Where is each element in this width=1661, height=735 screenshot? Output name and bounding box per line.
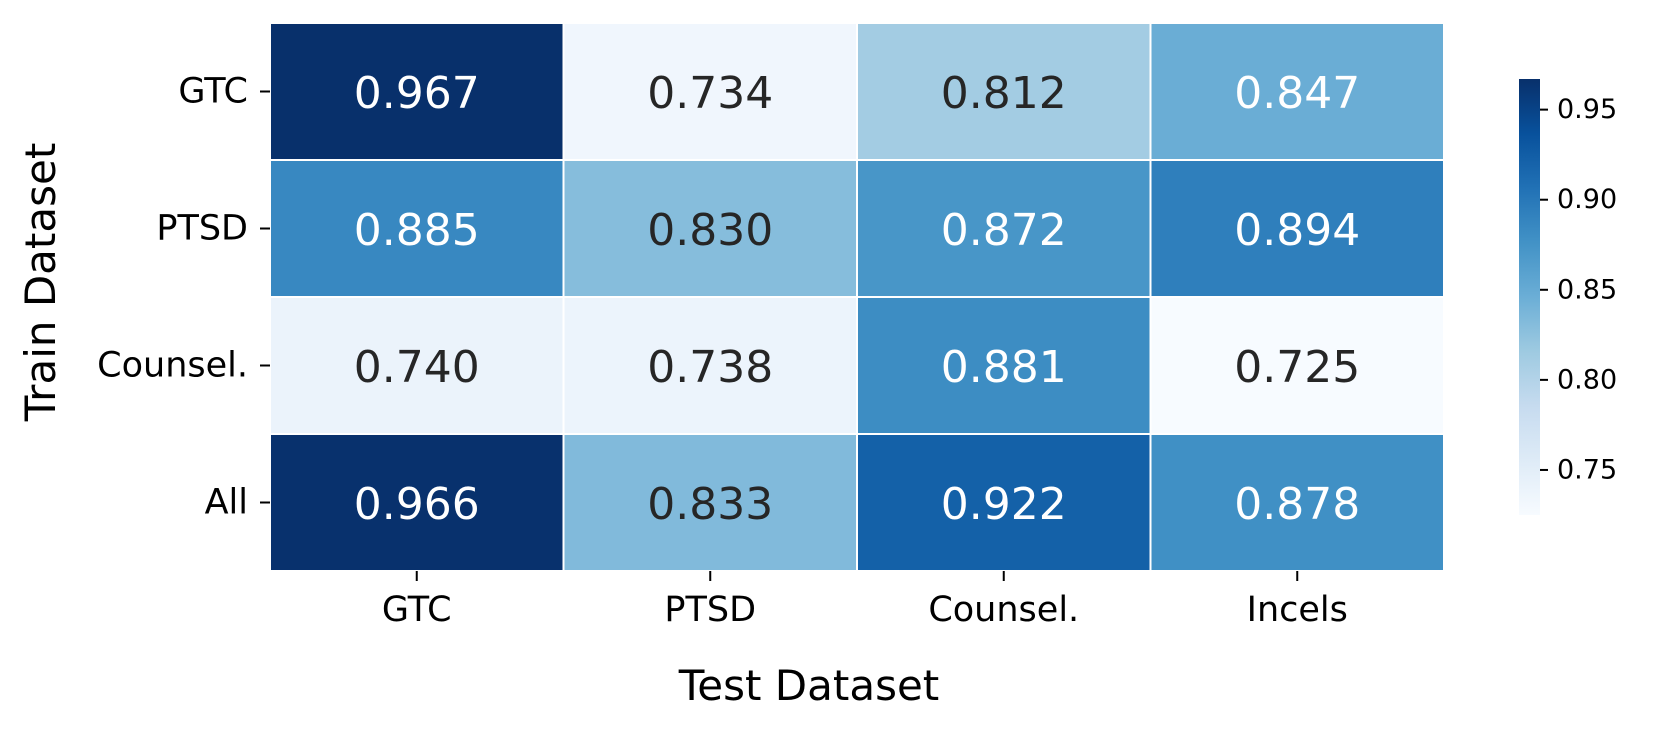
- x-tick-label: Incels: [1247, 590, 1348, 630]
- heatmap-cell: [1149, 159, 1445, 298]
- cell-value-label: 0.740: [354, 342, 480, 393]
- colorbar-tick-label: 0.85: [1557, 274, 1617, 305]
- heatmap-cell: [269, 22, 565, 161]
- colorbar-tick-label: 0.80: [1557, 364, 1617, 395]
- cell-value-label: 0.847: [1234, 68, 1360, 119]
- heatmap-cell: [562, 433, 858, 572]
- cell-value-label: 0.966: [354, 479, 480, 530]
- heatmap-cell: [1149, 22, 1445, 161]
- y-axis-title: Train Dataset: [16, 143, 65, 423]
- cell-value-label: 0.738: [647, 342, 773, 393]
- cell-value-label: 0.725: [1234, 342, 1360, 393]
- cell-value-label: 0.734: [647, 68, 773, 119]
- colorbar: 0.75 0.80 0.85 0.90 0.95: [1519, 79, 1617, 515]
- heatmap-cell: [856, 433, 1152, 572]
- heatmap-cell: [269, 159, 565, 298]
- colorbar-tick-label: 0.95: [1557, 94, 1617, 125]
- y-tick-label: All: [205, 483, 248, 523]
- x-axis-ticks: GTC PTSD Counsel. Incels: [382, 571, 1348, 630]
- colorbar-gradient: [1519, 79, 1540, 515]
- y-axis-ticks: GTC PTSD Counsel. All: [97, 72, 270, 523]
- heatmap-cell: [1149, 433, 1445, 572]
- heatmap-cell: [562, 159, 858, 298]
- x-axis-title: Test Dataset: [678, 661, 940, 710]
- heatmap-cell: [1149, 296, 1445, 435]
- y-tick-label: GTC: [178, 72, 248, 112]
- colorbar-tick-label: 0.75: [1557, 454, 1617, 485]
- heatmap-cell: [562, 296, 858, 435]
- heatmap-cell: [269, 433, 565, 572]
- cell-value-label: 0.833: [647, 479, 773, 530]
- y-tick-label: PTSD: [156, 209, 248, 249]
- x-tick-label: GTC: [382, 590, 452, 630]
- colorbar-tick-label: 0.90: [1557, 184, 1617, 215]
- cell-value-label: 0.812: [941, 68, 1067, 119]
- cell-value-label: 0.878: [1234, 479, 1360, 530]
- heatmap-cell: [856, 22, 1152, 161]
- heatmap-cell: [562, 22, 858, 161]
- cell-value-label: 0.881: [941, 342, 1067, 393]
- heatmap-cells: 0.967 0.734 0.812 0.847 0.885 0.830 0.872 0.894…: [269, 22, 1445, 572]
- y-tick-label: Counsel.: [97, 346, 248, 386]
- cell-value-label: 0.894: [1234, 205, 1360, 256]
- x-tick-label: Counsel.: [928, 590, 1079, 630]
- cell-value-label: 0.885: [354, 205, 480, 256]
- cell-value-label: 0.872: [941, 205, 1067, 256]
- cell-value-label: 0.967: [354, 68, 480, 119]
- cell-value-label: 0.922: [941, 479, 1067, 530]
- x-tick-label: PTSD: [664, 590, 756, 630]
- cell-value-label: 0.830: [647, 205, 773, 256]
